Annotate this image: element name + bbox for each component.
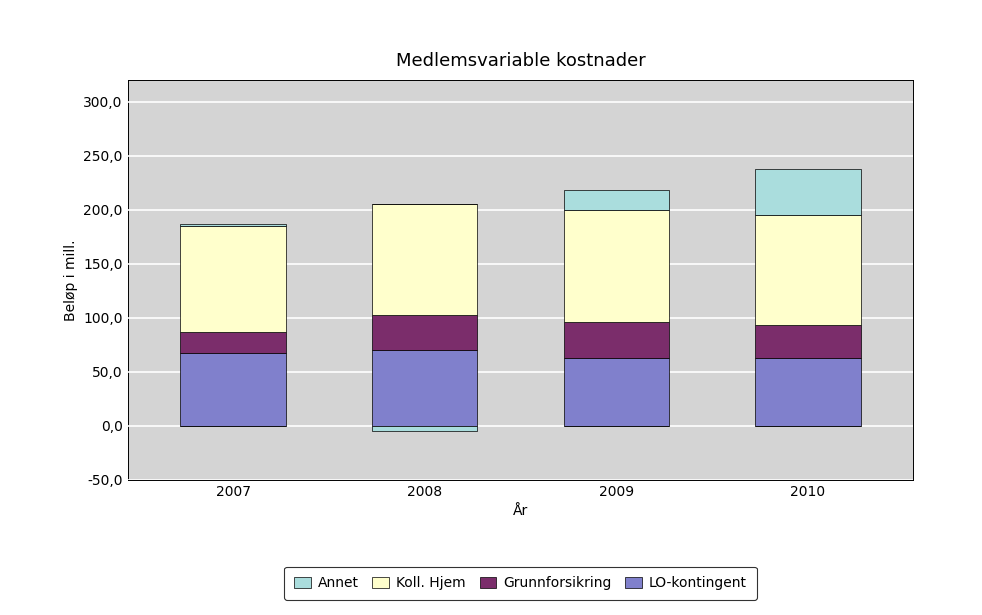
Bar xyxy=(372,204,477,315)
Bar xyxy=(181,331,286,353)
Bar xyxy=(564,210,669,322)
Bar xyxy=(755,325,860,357)
Bar xyxy=(181,353,286,426)
Bar xyxy=(372,426,477,431)
Bar xyxy=(564,357,669,426)
Bar xyxy=(755,357,860,426)
Bar xyxy=(372,315,477,350)
Title: Medlemsvariable kostnader: Medlemsvariable kostnader xyxy=(396,52,645,70)
X-axis label: År: År xyxy=(513,504,528,518)
Bar xyxy=(181,226,286,331)
Legend: Annet, Koll. Hjem, Grunnforsikring, LO-kontingent: Annet, Koll. Hjem, Grunnforsikring, LO-k… xyxy=(284,566,757,600)
Bar xyxy=(181,224,286,226)
Bar xyxy=(755,169,860,215)
Bar xyxy=(564,322,669,357)
Bar xyxy=(564,190,669,210)
Bar xyxy=(755,215,860,325)
Y-axis label: Beløp i mill.: Beløp i mill. xyxy=(64,239,78,320)
Bar xyxy=(372,350,477,426)
